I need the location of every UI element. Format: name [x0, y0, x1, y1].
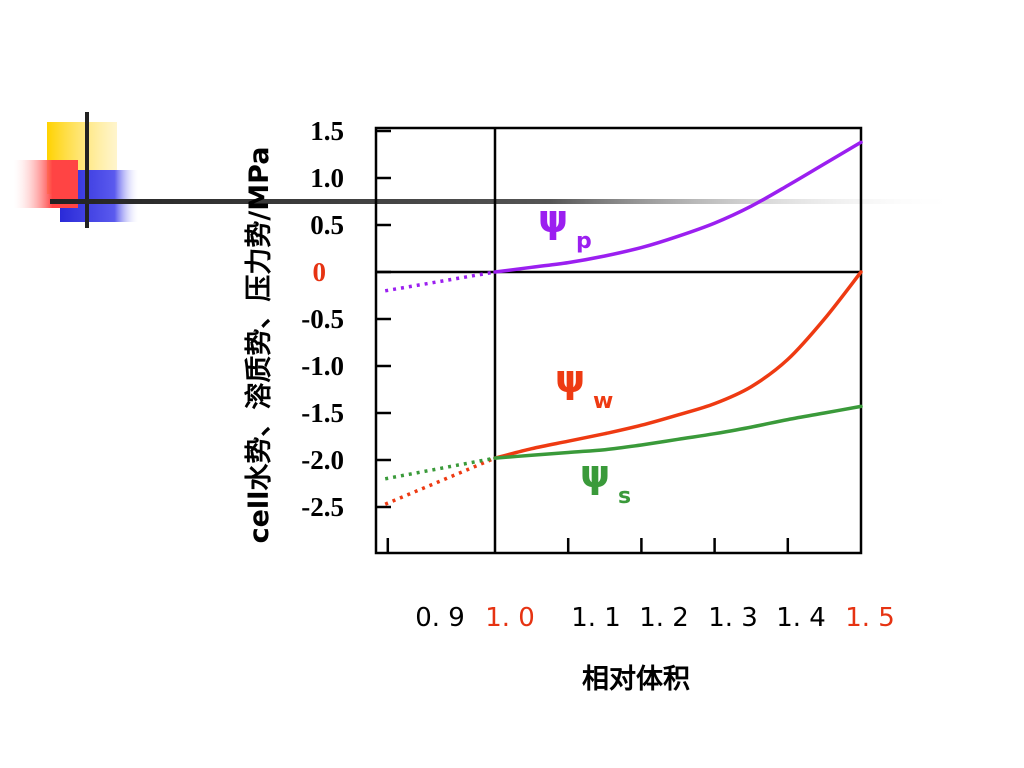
curve-label-sub-p: p: [576, 229, 592, 254]
y-tick-label-6: -1.5: [301, 398, 344, 428]
x-tick-label-6: 1. 5: [845, 603, 895, 633]
series-line-p: [493, 140, 863, 274]
x-axis-title: 相对体积: [582, 664, 690, 695]
y-tick-label-2: 0.5: [310, 210, 344, 240]
x-tick-label-5: 1. 4: [776, 603, 826, 633]
deco-vertical-bar: [85, 112, 89, 228]
y-tick-label-7: -2.0: [301, 445, 344, 475]
y-tick-labels: 1.5 1.0 0.5 0 -0.5 -1.0 -1.5 -2.0 -2.5: [301, 116, 344, 522]
series-dotted-w: [384, 456, 496, 506]
y-tick-label-5: -1.0: [301, 351, 344, 381]
y-tick-label-0: 1.5: [310, 116, 344, 146]
curve-label-psi-p: ψ: [538, 197, 568, 241]
series-group: [384, 140, 863, 506]
curve-label-sub-w: w: [593, 389, 613, 414]
curve-label-sub-s: s: [618, 484, 631, 509]
x-tick-label-3: 1. 2: [639, 603, 689, 633]
x-tick-labels: 0. 9 1. 0 1. 1 1. 2 1. 3 1. 4 1. 5: [415, 603, 895, 633]
series-dotted-p: [384, 270, 496, 293]
y-tick-label-4: -0.5: [301, 304, 344, 334]
x-tick-label-0: 0. 9: [415, 603, 465, 633]
curve-label-psi-w: ψ: [555, 357, 585, 401]
x-tick-label-2: 1. 1: [571, 603, 621, 633]
curve-label-psi-s: ψ: [580, 452, 610, 496]
series-line-w: [493, 270, 863, 460]
y-tick-label-1: 1.0: [310, 163, 344, 193]
x-tick-label-1: 1. 0: [485, 603, 535, 633]
y-axis-title: cell水势、溶质势、压力势/MPa: [243, 147, 275, 544]
y-tick-label-8: -2.5: [301, 492, 344, 522]
plot-border: [374, 126, 863, 555]
deco-horizontal-bar: [50, 199, 960, 204]
series-dotted-s: [384, 456, 496, 481]
series-line-s: [493, 404, 863, 460]
x-tick-label-4: 1. 3: [708, 603, 758, 633]
plot-frame: [374, 126, 863, 555]
y-tick-label-3: 0: [313, 257, 327, 287]
